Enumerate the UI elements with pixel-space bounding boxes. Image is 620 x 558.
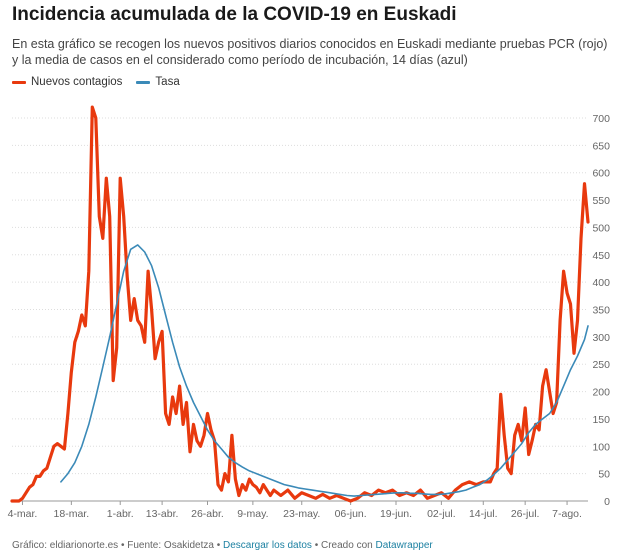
legend-swatch-nuevos xyxy=(12,80,26,84)
x-tick-label: 13-abr. xyxy=(146,508,179,520)
y-tick-label: 700 xyxy=(592,113,610,125)
x-tick-label: 26-jul. xyxy=(511,508,540,520)
y-tick-label: 550 xyxy=(592,195,610,207)
x-axis: 4-mar. 18-mar. 1-abr. 13-abr. 26-abr. 9-may. 2… xyxy=(8,501,582,520)
y-tick-label: 450 xyxy=(592,250,610,262)
footer-created: • Creado con xyxy=(314,540,373,551)
series-lines xyxy=(10,105,590,503)
series-line-tasa xyxy=(60,244,589,497)
y-tick-label: 100 xyxy=(592,441,610,453)
line-chart: 0 50 100 150 200 250 300 350 400 450 500 550 600 650 7… xyxy=(8,105,610,520)
y-tick-label: 200 xyxy=(592,387,610,399)
x-tick-label: 14-jul. xyxy=(469,508,498,520)
legend: Nuevos contagios Tasa xyxy=(12,76,194,88)
y-tick-label: 400 xyxy=(592,277,610,289)
legend-item-nuevos: Nuevos contagios xyxy=(12,76,122,88)
footer: Gráfico: eldiarionorte.es • Fuente: Osak… xyxy=(12,540,433,551)
y-tick-label: 650 xyxy=(592,140,610,152)
footer-source: Gráfico: eldiarionorte.es • Fuente: Osak… xyxy=(12,540,221,551)
x-tick-label: 06-jun. xyxy=(335,508,367,520)
x-tick-label: 26-abr. xyxy=(191,508,224,520)
x-tick-label: 19-jun. xyxy=(380,508,412,520)
legend-label-nuevos: Nuevos contagios xyxy=(31,76,123,88)
legend-label-tasa: Tasa xyxy=(155,76,180,88)
y-tick-label: 250 xyxy=(592,359,610,371)
chart-subtitle: En esta gráfico se recogen los nuevos po… xyxy=(12,37,608,67)
y-tick-label: 600 xyxy=(592,168,610,180)
x-tick-label: 02-jul. xyxy=(427,508,456,520)
y-tick-label: 350 xyxy=(592,305,610,317)
legend-swatch-tasa xyxy=(136,80,151,84)
page-title: Incidencia acumulada de la COVID-19 en E… xyxy=(12,4,457,25)
x-tick-label: 9-may. xyxy=(237,508,268,520)
x-tick-label: 18-mar. xyxy=(54,508,90,520)
y-tick-label: 50 xyxy=(598,469,610,481)
download-data-link[interactable]: Descargar los datos xyxy=(223,540,312,551)
y-tick-label: 0 xyxy=(604,496,610,508)
y-tick-label: 300 xyxy=(592,332,610,344)
y-tick-label: 500 xyxy=(592,222,610,234)
y-tick-label: 150 xyxy=(592,414,610,426)
legend-item-tasa: Tasa xyxy=(136,76,180,88)
x-tick-label: 7-ago. xyxy=(552,508,582,520)
series-line-nuevos-contagios xyxy=(10,105,590,503)
y-axis-labels: 0 50 100 150 200 250 300 350 400 450 500 550 600 650 7… xyxy=(592,113,610,508)
x-tick-label: 1-abr. xyxy=(107,508,134,520)
x-tick-label: 4-mar. xyxy=(8,508,38,520)
datawrapper-link[interactable]: Datawrapper xyxy=(375,540,433,551)
x-tick-label: 23-may. xyxy=(283,508,320,520)
